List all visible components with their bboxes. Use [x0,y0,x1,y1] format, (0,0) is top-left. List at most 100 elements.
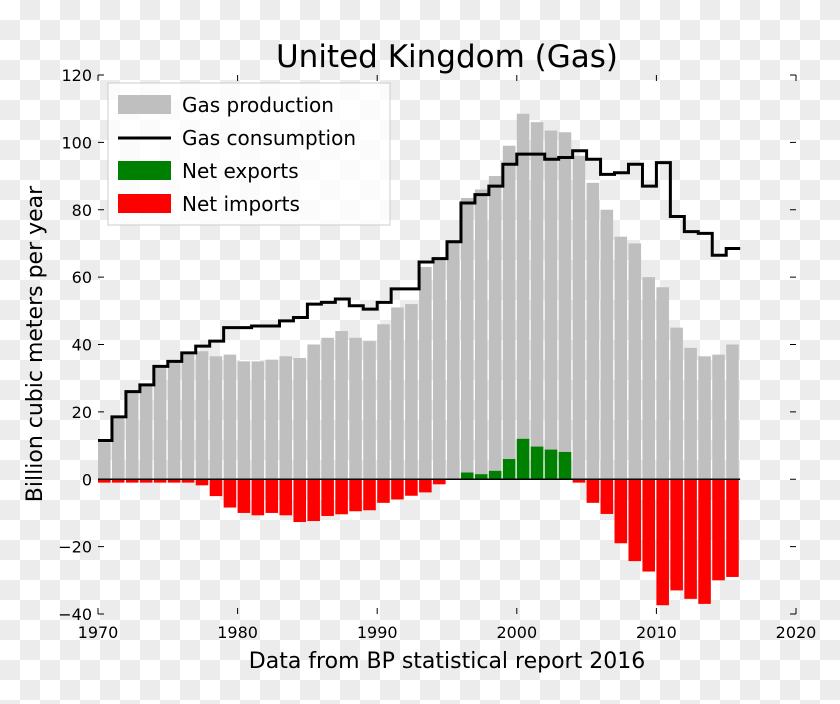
net-import-bar-1973 [139,479,153,483]
x-tick-label: 1990 [357,623,398,642]
net-import-bar-2015 [726,479,739,577]
production-bar-2009 [642,277,656,480]
y-tick-label: 20 [72,403,92,422]
production-bar-1997 [474,189,488,480]
legend-label-imports: Net imports [182,192,300,216]
net-export-bar-2001 [530,446,544,480]
net-import-bar-1988 [349,479,362,512]
y-axis-label: Billion cubic meters per year [23,185,48,502]
production-bar-1981 [251,361,265,480]
net-import-bar-1994 [433,479,446,485]
net-export-bar-1999 [502,459,516,480]
legend-label-exports: Net exports [182,159,299,183]
net-import-bar-1979 [223,479,237,508]
production-bar-1995 [447,240,460,480]
production-bar-1984 [293,357,307,480]
chart-title: United Kingdom (Gas) [276,39,618,75]
net-import-bar-2008 [628,479,642,562]
production-bar-1974 [153,368,167,480]
y-tick-label: 40 [72,336,92,355]
legend: Gas production Gas consumption Net expor… [107,82,391,226]
net-import-bar-1985 [307,479,320,522]
net-import-bar-2011 [670,479,683,591]
net-export-bar-1997 [474,474,488,480]
production-bar-1990 [377,324,390,480]
net-import-bar-1986 [321,479,334,516]
consumption-line [98,149,741,443]
legend-swatch-exports [118,161,171,180]
production-bar-2007 [614,236,628,480]
production-bar-2012 [684,347,697,480]
y-tick-label: −40 [58,605,92,624]
production-bar-1998 [488,176,502,480]
production-bar-2002 [544,130,558,480]
x-tick-label: 2010 [636,623,677,642]
legend-label-consumption: Gas consumption [182,126,356,150]
axes-layer: 1970 1980 1990 2000 2010 2020 −40 −20 0 20 40 60 80 1… [58,66,816,642]
y-tick-label: 100 [61,133,92,152]
net-import-bar-1983 [279,479,293,516]
y-tick-label: 120 [61,66,92,85]
net-import-bar-1977 [195,479,209,486]
production-bar-2004 [572,155,586,480]
production-bar-2014 [712,354,725,480]
net-import-bar-1990 [377,479,390,503]
y-tick-label: 0 [82,470,92,489]
production-bar-1973 [139,384,153,480]
net-import-bar-1974 [153,479,167,483]
net-import-bar-1993 [419,479,432,493]
net-import-bar-1980 [237,479,251,513]
net-export-bar-2002 [544,449,558,480]
net-import-bar-1978 [209,479,223,497]
net-import-bar-2012 [684,479,697,599]
y-tick-label: −20 [58,538,92,557]
production-bar-2006 [600,209,614,480]
net-import-bar-2014 [712,479,725,581]
production-bar-2003 [558,132,572,480]
production-bar-1971 [111,418,125,480]
production-bar-1996 [460,197,474,480]
production-bar-1988 [349,337,362,480]
production-bar-1980 [237,361,251,480]
net-import-bar-1987 [335,479,348,515]
net-import-bar-2006 [600,479,614,514]
net-import-bar-2005 [586,479,600,503]
production-bar-2000 [516,113,530,480]
net-import-bar-2010 [656,479,669,606]
production-bar-1989 [363,341,376,480]
net-import-bar-1970 [98,479,111,483]
production-bar-1993 [419,267,432,480]
legend-label-production: Gas production [182,93,334,117]
bars-layer [98,113,741,606]
production-bar-2001 [530,122,544,480]
production-bar-1999 [502,145,516,480]
production-bar-2011 [670,327,683,480]
x-tick-label: 1980 [217,623,258,642]
net-import-bar-1984 [293,479,307,523]
legend-swatch-imports [118,194,171,213]
net-export-bar-2003 [558,451,572,480]
x-tick-label: 1970 [78,623,119,642]
net-import-bar-2004 [572,479,586,483]
net-export-bar-1996 [460,472,474,480]
production-bar-1985 [307,344,320,480]
net-import-bar-1989 [363,479,376,511]
production-bar-2015 [726,344,739,480]
production-bar-1987 [335,331,348,480]
net-import-bar-1982 [265,479,279,513]
production-bar-1991 [391,307,404,480]
production-bar-1986 [321,337,334,480]
x-axis-label: Data from BP statistical report 2016 [249,649,645,674]
net-import-bar-1991 [391,479,404,500]
net-export-bar-1998 [488,470,502,480]
y-tick-label: 60 [72,268,92,287]
net-import-bar-2007 [614,479,628,544]
production-bar-1982 [265,359,279,480]
net-import-bar-1971 [111,479,125,483]
x-tick-label: 2000 [496,623,537,642]
legend-swatch-production [118,95,171,114]
production-bar-2008 [628,243,642,480]
production-bar-1979 [223,354,237,480]
production-bar-2010 [656,287,669,480]
